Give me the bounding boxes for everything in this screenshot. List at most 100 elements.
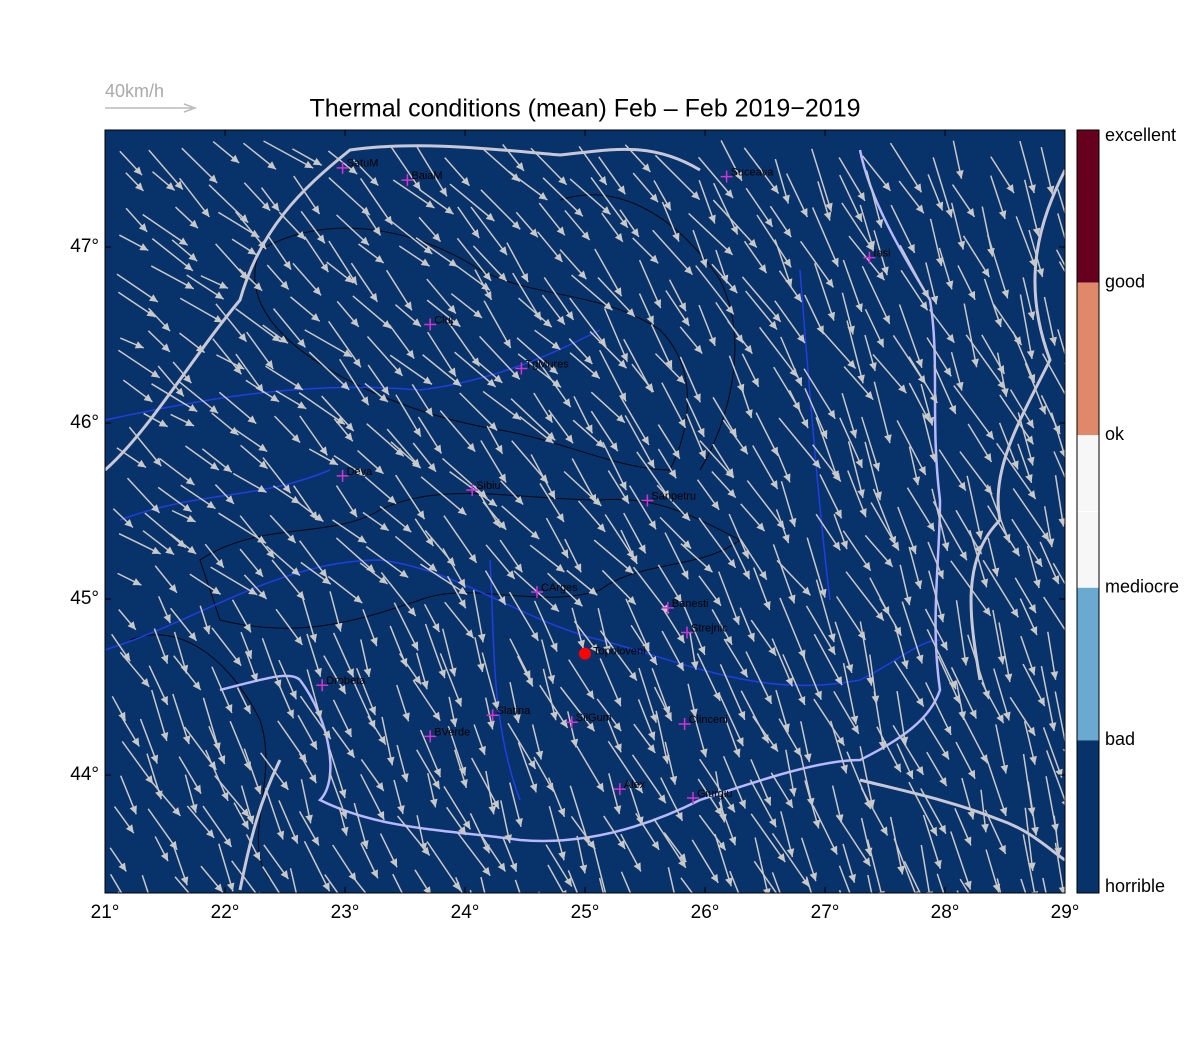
wind-arrow-shaft (1057, 213, 1065, 241)
wind-arrow-head (165, 182, 175, 191)
wind-arrow-head (143, 393, 153, 402)
wind-arrow-head (141, 678, 150, 687)
wind-arrow-head (785, 677, 793, 687)
wind-arrow-head (322, 730, 331, 740)
city-label: Cluj (434, 314, 453, 326)
wind-arrow-head (247, 415, 257, 424)
wind-arrow-head (206, 829, 215, 838)
wind-arrow-shaft (746, 480, 786, 530)
wind-arrow-shaft (893, 660, 925, 707)
wind-arrow-head (423, 245, 433, 254)
wind-arrow-head (265, 360, 274, 369)
wind-arrow-head (1028, 184, 1036, 194)
wind-arrow-head (648, 520, 657, 530)
wind-arrow-head (966, 208, 975, 217)
wind-arrow-shaft (439, 410, 476, 453)
wind-arrow-head (1011, 460, 1019, 470)
wind-arrow-shaft (240, 904, 251, 932)
wind-arrow-shaft (932, 501, 968, 561)
wind-arrow-shaft (547, 864, 565, 893)
wind-arrow-shaft (116, 273, 159, 303)
wind-arrow-head (676, 374, 685, 384)
wind-arrow-head (432, 711, 441, 721)
wind-arrow-head (352, 358, 361, 368)
wind-arrow-head (939, 777, 947, 787)
wind-arrow-shaft (1042, 727, 1063, 778)
wind-arrow-head (909, 545, 917, 555)
wind-arrow-shaft (813, 262, 835, 321)
colorbar-label: bad (1105, 729, 1135, 749)
wind-arrow-shaft (202, 805, 233, 848)
wind-arrow-shaft (728, 513, 750, 560)
map-background (105, 130, 1065, 893)
wind-arrow-head (1051, 575, 1060, 585)
wind-arrow-shaft (512, 272, 542, 321)
wind-arrow-head (759, 570, 767, 580)
wind-arrow-head (1027, 862, 1036, 871)
wind-arrow-shaft (426, 331, 457, 377)
colorbar-segment (1077, 740, 1099, 893)
wind-arrow-shaft (563, 470, 602, 507)
wind-arrow-head (660, 604, 669, 614)
wind-arrow-head (678, 302, 686, 312)
wind-arrow-head (915, 697, 924, 707)
wind-arrow-head (559, 719, 568, 728)
city-marker (424, 318, 437, 331)
wind-arrow-head (311, 836, 319, 846)
wind-arrow-head (452, 378, 462, 387)
wind-arrow-head (796, 334, 805, 344)
city-marker (486, 709, 499, 722)
wind-arrow-head (334, 622, 343, 632)
wind-arrow-head (763, 888, 771, 893)
wind-arrow-head (310, 313, 320, 322)
wind-arrow-shaft (567, 870, 579, 893)
wind-arrow-shaft (210, 566, 258, 596)
wind-arrow-shaft (366, 335, 404, 377)
wind-arrow-shaft (263, 140, 314, 169)
wind-arrow-head (209, 462, 219, 470)
wind-arrow-head (1027, 807, 1036, 816)
wind-arrow-head (946, 333, 955, 343)
wind-arrow-head (384, 215, 393, 225)
wind-arrow-head (402, 523, 412, 533)
wind-arrow-head (368, 719, 376, 729)
wind-arrow-head (182, 735, 191, 745)
highlight-label: Topoloveni (593, 646, 646, 658)
wind-arrow-head (967, 810, 975, 820)
wind-arrow-head (944, 725, 952, 735)
wind-arrow-head (971, 358, 979, 368)
wind-arrow-head (588, 587, 598, 596)
wind-arrow-head (674, 593, 682, 603)
wind-arrow-shaft (774, 239, 792, 288)
wind-arrow-head (961, 656, 969, 666)
wind-arrow-head (862, 857, 871, 867)
wind-arrow-head (547, 674, 555, 684)
wind-arrow-head (744, 344, 753, 354)
wind-arrow-head (432, 623, 440, 633)
wind-arrow-head (217, 755, 226, 765)
wind-arrow-shaft (999, 394, 1035, 445)
city-label: BVerde (434, 726, 470, 738)
wind-arrow-shaft (327, 320, 362, 368)
wind-arrow-shaft (835, 596, 867, 641)
wind-arrow-shaft (754, 837, 769, 893)
wind-arrow-head (161, 322, 171, 332)
wind-arrow-head (729, 284, 738, 294)
wind-arrow-head (832, 472, 841, 482)
wind-arrow-shaft (985, 755, 1007, 817)
wind-arrow-head (174, 180, 183, 190)
wind-arrow-shaft (784, 903, 794, 945)
wind-arrow-shaft (908, 781, 938, 837)
wind-arrow-head (565, 434, 574, 444)
wind-arrow-head (649, 193, 659, 203)
wind-arrow-head (350, 318, 359, 327)
wind-arrow-head (374, 925, 381, 934)
wind-arrow-head (914, 580, 923, 590)
wind-arrow-shaft (298, 392, 346, 425)
wind-arrow-head (412, 181, 421, 191)
wind-arrow-shaft (959, 711, 989, 764)
wind-arrow-shaft (329, 749, 346, 799)
wind-arrow-head (770, 480, 778, 490)
wind-arrow-head (669, 775, 678, 785)
city-marker (316, 679, 329, 692)
